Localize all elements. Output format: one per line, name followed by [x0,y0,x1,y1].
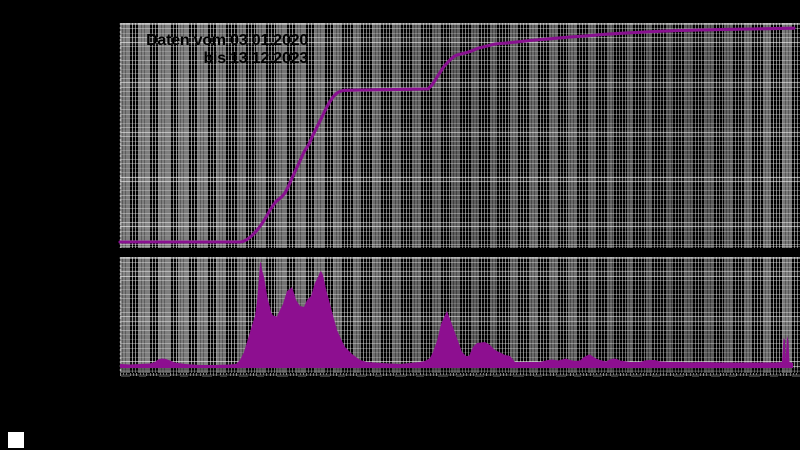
svg-text:bis 13.12.2023: bis 13.12.2023 [203,50,308,67]
svg-text:Daten vom 03.01.2020: Daten vom 03.01.2020 [146,32,308,49]
